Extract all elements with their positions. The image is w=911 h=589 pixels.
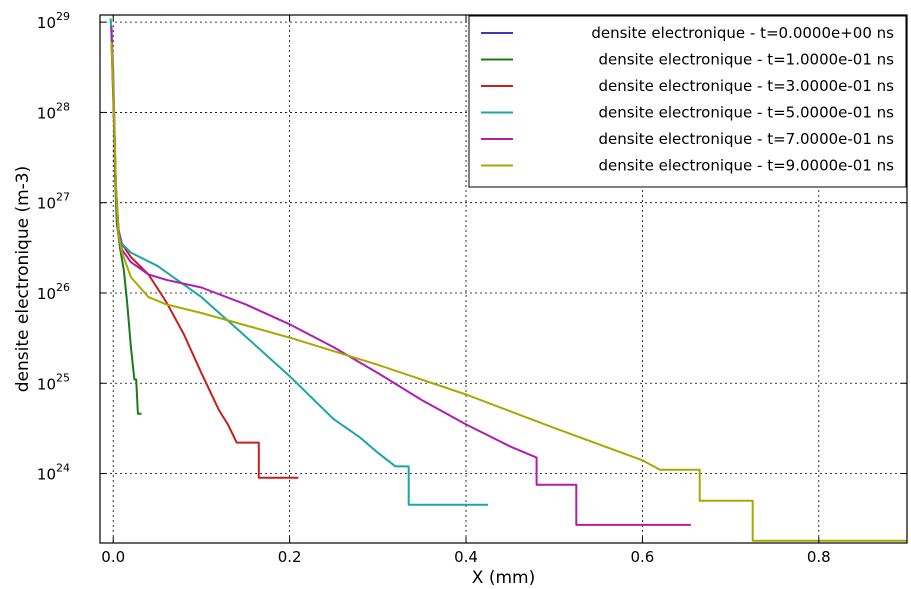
y-tick-base: 10 bbox=[37, 375, 56, 393]
grid bbox=[100, 15, 907, 543]
x-tick-label: 0.4 bbox=[454, 548, 478, 566]
legend-box bbox=[468, 15, 907, 188]
x-tick-labels: 0.0 0.2 0.4 0.6 0.8 bbox=[101, 548, 830, 566]
series-line-2 bbox=[110, 42, 299, 479]
y-tick-label: 1029 bbox=[37, 10, 70, 32]
y-tick-label: 1026 bbox=[37, 281, 70, 303]
legend-label: densite electronique - t=5.0000e-01 ns bbox=[598, 104, 894, 122]
y-tick-base: 10 bbox=[37, 14, 56, 32]
y-tick-exponent: 28 bbox=[56, 100, 70, 113]
legend-label: densite electronique - t=0.0000e+00 ns bbox=[591, 24, 894, 42]
series-line-1 bbox=[110, 36, 142, 415]
y-tick-exponent: 24 bbox=[56, 462, 70, 475]
y-tick-label: 1025 bbox=[37, 371, 70, 393]
legend-label: densite electronique - t=1.0000e-01 ns bbox=[598, 51, 894, 69]
y-tick-base: 10 bbox=[37, 195, 56, 213]
y-tick-exponent: 27 bbox=[56, 191, 70, 204]
legend-label: densite electronique - t=3.0000e-01 ns bbox=[598, 77, 894, 95]
y-tick-base: 10 bbox=[37, 285, 56, 303]
y-tick-base: 10 bbox=[37, 466, 56, 484]
series-line-3 bbox=[109, 18, 489, 506]
series-layer bbox=[109, 18, 907, 542]
x-tick-label: 0.0 bbox=[101, 548, 125, 566]
y-tick-label: 1024 bbox=[37, 462, 70, 484]
y-axis-label: densite electronique (m-3) bbox=[13, 166, 33, 393]
y-tick-label: 1028 bbox=[37, 100, 70, 122]
legend-label: densite electronique - t=9.0000e-01 ns bbox=[598, 157, 894, 175]
y-tick-exponent: 26 bbox=[56, 281, 70, 294]
y-tick-label: 1027 bbox=[37, 191, 70, 213]
x-axis-label: X (mm) bbox=[472, 568, 535, 588]
y-tick-base: 10 bbox=[37, 104, 56, 122]
plot-frame bbox=[99, 14, 908, 544]
series-line-5 bbox=[110, 42, 907, 542]
x-tick-label: 0.6 bbox=[630, 548, 654, 566]
legend: densite electronique - t=0.0000e+00 ns de… bbox=[468, 15, 907, 188]
x-tick-label: 0.2 bbox=[278, 548, 302, 566]
legend-label: densite electronique - t=7.0000e-01 ns bbox=[598, 130, 894, 148]
y-tick-exponent: 25 bbox=[56, 371, 70, 384]
y-tick-exponent: 29 bbox=[56, 10, 70, 23]
x-tick-label: 0.8 bbox=[807, 548, 831, 566]
